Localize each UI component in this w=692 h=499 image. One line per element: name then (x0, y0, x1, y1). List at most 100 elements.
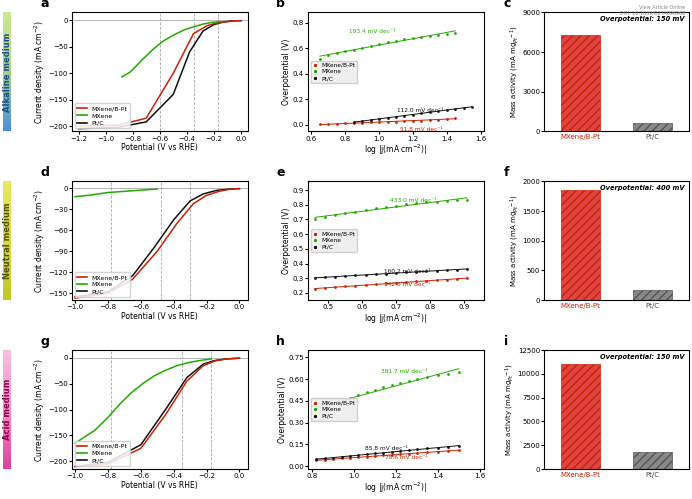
Y-axis label: Current density (mA cm$^{-2}$): Current density (mA cm$^{-2}$) (33, 20, 47, 124)
Bar (561, 35, 600, 131)
Point (443, 370, 454, 378)
Text: b: b (276, 0, 285, 10)
Point (431, 198, 442, 206)
Y-axis label: Overpotential (V): Overpotential (V) (282, 39, 291, 105)
Text: 433.0 mV dec⁻¹: 433.0 mV dec⁻¹ (390, 198, 436, 203)
Legend: MXene/B-Pt, MXene, Pt/C: MXene/B-Pt, MXene, Pt/C (75, 441, 130, 466)
Point (370, 386, 381, 394)
Point (451, 197, 462, 205)
Point (416, 117, 427, 125)
Bar (632, 289, 673, 300)
Point (432, 444, 444, 452)
Point (412, 446, 423, 454)
Point (323, 120, 334, 128)
Point (370, 204, 381, 212)
Point (378, 452, 389, 460)
Point (356, 119, 367, 127)
Point (350, 271, 361, 279)
Text: 193.4 mV dec⁻¹: 193.4 mV dec⁻¹ (349, 29, 395, 34)
Point (390, 278, 401, 286)
Point (462, 196, 473, 204)
Point (443, 443, 454, 451)
Point (319, 404, 330, 412)
Point (378, 383, 389, 391)
Point (399, 112, 410, 120)
Point (386, 448, 397, 456)
Point (450, 105, 461, 113)
Point (411, 277, 422, 285)
Point (374, 40, 385, 48)
Text: i: i (504, 335, 508, 348)
Text: e: e (276, 166, 285, 179)
Point (309, 285, 320, 293)
Point (336, 397, 347, 405)
Legend: MXene/B-Pt, MXene, Pt/C: MXene/B-Pt, MXene, Pt/C (75, 103, 130, 128)
Point (336, 453, 347, 461)
Point (340, 272, 351, 280)
Point (453, 446, 464, 454)
Point (382, 114, 393, 122)
Point (381, 269, 392, 277)
Point (403, 450, 414, 458)
Point (401, 268, 412, 276)
Text: 85.8 mV dec⁻¹: 85.8 mV dec⁻¹ (365, 446, 408, 451)
Point (345, 394, 356, 402)
Point (403, 447, 414, 455)
Point (412, 449, 423, 457)
Text: 142.6 mV dec⁻¹: 142.6 mV dec⁻¹ (383, 282, 430, 287)
Point (386, 381, 397, 389)
Point (441, 197, 453, 205)
Point (411, 199, 422, 207)
Point (370, 452, 381, 460)
Point (441, 266, 453, 274)
Point (394, 379, 406, 387)
Point (424, 32, 435, 40)
X-axis label: Potential (V vs RHE): Potential (V vs RHE) (121, 312, 198, 321)
Y-axis label: Current density (mA cm$^{-2}$): Current density (mA cm$^{-2}$) (33, 358, 47, 462)
X-axis label: Potential (V vs RHE): Potential (V vs RHE) (121, 143, 198, 152)
Point (408, 110, 419, 118)
Point (403, 377, 414, 385)
Point (309, 216, 320, 224)
Text: 381.7 mV dec⁻¹: 381.7 mV dec⁻¹ (381, 369, 428, 374)
Text: Neutral medium: Neutral medium (3, 203, 12, 279)
Point (356, 43, 367, 51)
Point (431, 266, 442, 274)
Point (441, 29, 453, 37)
Point (365, 116, 376, 124)
Point (356, 117, 367, 125)
Point (394, 450, 406, 458)
Text: d: d (40, 166, 49, 179)
Text: Alkaline medium: Alkaline medium (3, 32, 12, 112)
Point (311, 457, 322, 465)
Point (374, 115, 385, 123)
Point (378, 449, 389, 457)
Point (399, 117, 410, 125)
Point (360, 206, 371, 214)
Point (458, 104, 469, 112)
Point (323, 51, 334, 59)
Point (390, 269, 401, 277)
Point (390, 36, 401, 44)
Text: a: a (40, 0, 48, 10)
Point (348, 119, 359, 127)
Point (361, 388, 372, 396)
Point (453, 368, 464, 376)
Text: Overpotential: 150 mV: Overpotential: 150 mV (600, 354, 684, 360)
Point (466, 103, 477, 111)
Point (365, 42, 376, 50)
Y-axis label: Current density (mA cm$^{-2}$): Current density (mA cm$^{-2}$) (33, 189, 47, 293)
Bar (632, 123, 673, 131)
Point (320, 214, 331, 222)
Point (374, 118, 385, 126)
Point (386, 451, 397, 459)
Point (309, 274, 320, 282)
Point (348, 45, 359, 53)
Point (422, 373, 433, 381)
Point (462, 274, 473, 282)
Text: 51.8 mV dec⁻¹: 51.8 mV dec⁻¹ (400, 127, 443, 132)
Point (336, 455, 347, 463)
Point (350, 281, 361, 289)
Point (353, 453, 364, 461)
Text: Overpotential: 150 mV: Overpotential: 150 mV (600, 16, 684, 22)
